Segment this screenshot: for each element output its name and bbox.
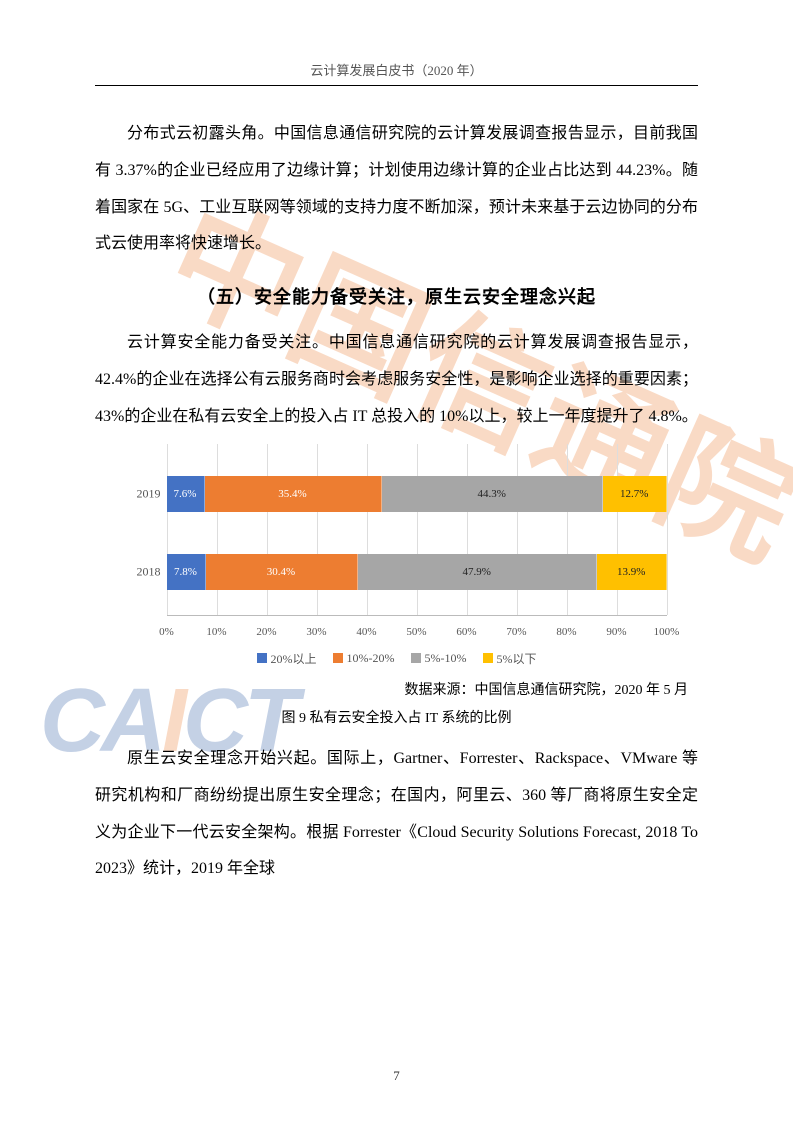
paragraph-1: 分布式云初露头角。中国信息通信研究院的云计算发展调查报告显示，目前我国有 3.3… [95, 116, 698, 263]
chart-x-tick: 20% [256, 626, 276, 638]
paragraph-2: 云计算安全能力备受关注。中国信息通信研究院的云计算发展调查报告显示，42.4%的… [95, 325, 698, 435]
legend-item: 20%以上 [257, 650, 317, 667]
header-rule [95, 85, 698, 86]
page-header-title: 云计算发展白皮书（2020 年） [95, 60, 698, 79]
figure-caption: 图 9 私有云安全投入占 IT 系统的比例 [95, 707, 698, 727]
chart-bar-segment: 44.3% [382, 476, 604, 512]
chart-bar-segment: 35.4% [205, 476, 382, 512]
chart-bar-segment: 47.9% [358, 554, 598, 590]
paragraph-3: 原生云安全理念开始兴起。国际上，Gartner、Forrester、Racksp… [95, 741, 698, 888]
chart-legend: 20%以上 10%-20% 5%-10% 5%以下 [127, 650, 667, 668]
chart-y-tick: 2018 [127, 564, 161, 579]
legend-swatch [483, 653, 493, 663]
chart-x-tick: 60% [456, 626, 476, 638]
chart-x-tick: 40% [356, 626, 376, 638]
page-number: 7 [0, 1068, 793, 1084]
chart-y-tick: 2019 [127, 486, 161, 501]
legend-swatch [411, 653, 421, 663]
chart-x-labels: 0%10%20%30%40%50%60%70%80%90%100% [167, 622, 667, 644]
chart-gridline [667, 444, 668, 615]
chart-x-tick: 90% [606, 626, 626, 638]
chart-x-tick: 70% [506, 626, 526, 638]
chart-x-tick: 10% [206, 626, 226, 638]
chart-bar-segment: 30.4% [206, 554, 358, 590]
legend-label: 10%-20% [347, 651, 395, 666]
chart-plot: 7.6%35.4%44.3%12.7% 7.8%30.4%47.9%13.9% [167, 444, 667, 616]
figure-9-chart: 2019 2018 7.6%35.4%44.3%12.7% 7.8%30.4%47.… [127, 444, 667, 668]
legend-swatch [333, 653, 343, 663]
chart-bar-row: 7.6%35.4%44.3%12.7% [167, 476, 667, 512]
chart-y-labels: 2019 2018 [127, 444, 167, 616]
legend-label: 20%以上 [271, 650, 317, 667]
chart-bar-segment: 7.8% [167, 554, 206, 590]
chart-source: 数据来源：中国信息通信研究院，2020 年 5 月 [95, 679, 688, 699]
chart-x-tick: 80% [556, 626, 576, 638]
chart-bar-row: 7.8%30.4%47.9%13.9% [167, 554, 667, 590]
chart-x-tick: 50% [406, 626, 426, 638]
legend-label: 5%以下 [497, 650, 537, 667]
chart-x-tick: 0% [159, 626, 174, 638]
chart-x-tick: 100% [654, 626, 680, 638]
legend-label: 5%-10% [425, 651, 467, 666]
legend-item: 5%以下 [483, 650, 537, 667]
legend-item: 10%-20% [333, 651, 395, 666]
page-container: 云计算发展白皮书（2020 年） 分布式云初露头角。中国信息通信研究院的云计算发… [0, 0, 793, 932]
legend-swatch [257, 653, 267, 663]
legend-item: 5%-10% [411, 651, 467, 666]
chart-x-tick: 30% [306, 626, 326, 638]
chart-bar-segment: 7.6% [167, 476, 205, 512]
chart-bar-segment: 13.9% [597, 554, 667, 590]
chart-bar-segment: 12.7% [603, 476, 667, 512]
chart-plot-area: 2019 2018 7.6%35.4%44.3%12.7% 7.8%30.4%47.… [127, 444, 667, 644]
section-heading-5: （五）安全能力备受关注，原生云安全理念兴起 [95, 283, 698, 309]
